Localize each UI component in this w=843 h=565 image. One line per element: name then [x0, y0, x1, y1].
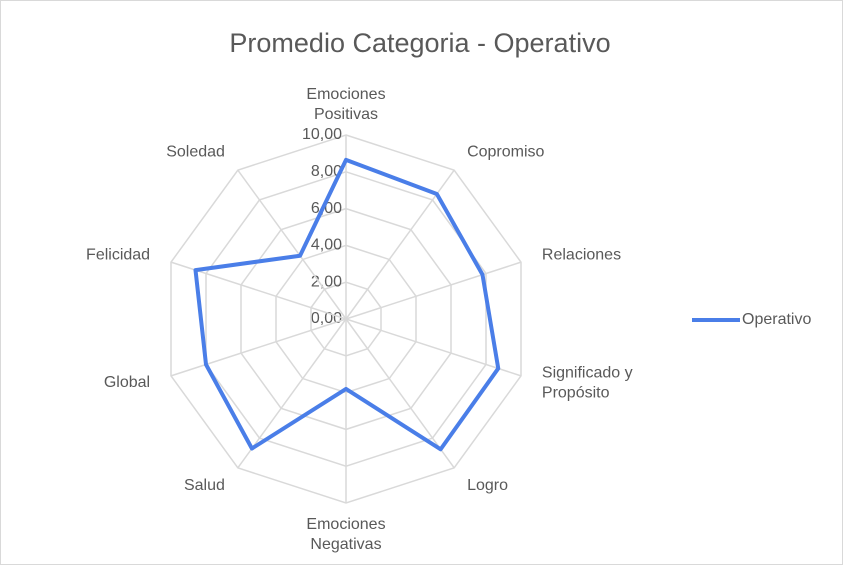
legend-label: Operativo [742, 311, 811, 328]
spoke [345, 261, 522, 320]
category-label: Relaciones [542, 247, 621, 264]
category-label: Felicidad [86, 247, 150, 264]
category-label: Significado y Propósito [542, 365, 633, 402]
r-tick-label: 8,00 [311, 163, 342, 180]
r-tick-label: 4,00 [311, 237, 342, 254]
category-label: Emociones Negativas [306, 516, 385, 553]
chart-title: Promedio Categoria - Operativo [229, 28, 610, 58]
spoke [237, 169, 347, 320]
category-label: Salud [184, 477, 225, 494]
spoke [345, 318, 522, 377]
r-tick-label: 10,00 [302, 126, 342, 143]
category-label: Logro [467, 477, 508, 494]
category-label: Copromiso [467, 144, 544, 161]
spoke [170, 318, 347, 377]
category-label: Global [104, 374, 150, 391]
spoke [237, 318, 347, 469]
spoke [345, 318, 455, 469]
spoke [170, 261, 347, 320]
r-tick-label: 2,00 [311, 273, 342, 290]
category-label: Emociones Positivas [306, 86, 385, 123]
series-line [193, 157, 501, 452]
category-label: Soledad [166, 144, 225, 161]
